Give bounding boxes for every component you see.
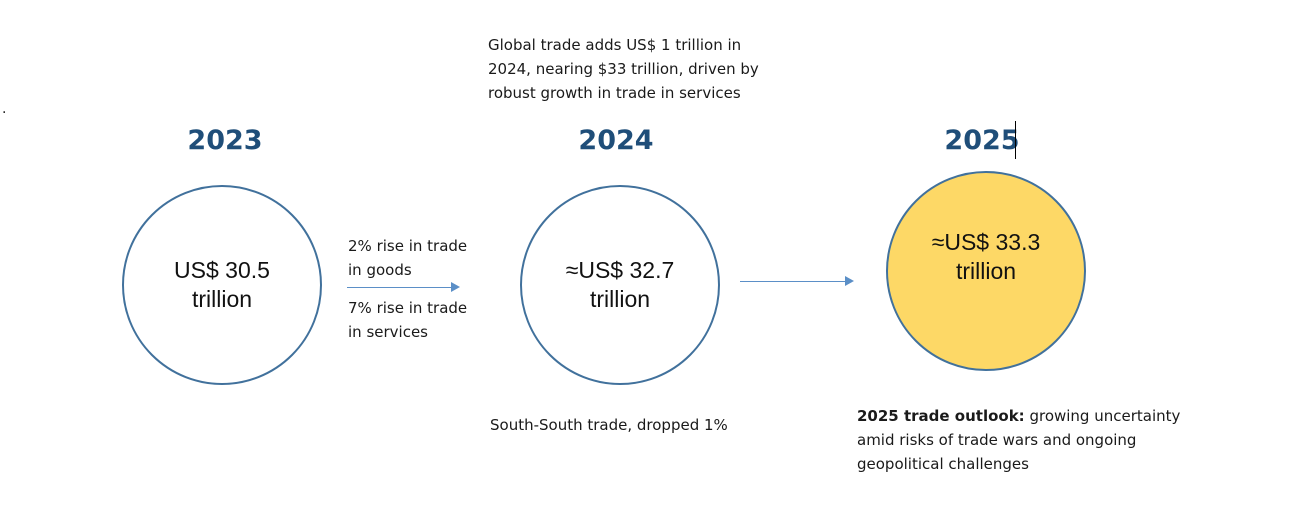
text-cursor bbox=[1015, 121, 1016, 159]
circle-2025: ≈US$ 33.3 trillion bbox=[886, 171, 1086, 371]
value-2025: ≈US$ 33.3 trillion bbox=[931, 229, 1041, 284]
year-2023-label: 2023 bbox=[187, 125, 263, 156]
value-2024: ≈US$ 32.7 trillion bbox=[565, 257, 675, 312]
outlook-note: 2025 trade outlook: growing uncertainty … bbox=[857, 404, 1187, 476]
stray-dot: . bbox=[2, 101, 7, 117]
circle-2023: US$ 30.5 trillion bbox=[122, 185, 322, 385]
arrow-head-icon bbox=[845, 276, 854, 286]
arrow-head-icon bbox=[451, 282, 460, 292]
year-2025-label: 2025 bbox=[944, 125, 1020, 156]
goods-growth-note: 2% rise in trade in goods bbox=[348, 237, 468, 279]
value-2023: US$ 30.5 trillion bbox=[174, 257, 270, 312]
year-2024-label: 2024 bbox=[578, 125, 654, 156]
south-south-note: South-South trade, dropped 1% bbox=[490, 416, 728, 434]
circle-2024: ≈US$ 32.7 trillion bbox=[520, 185, 720, 385]
headline-note: Global trade adds US$ 1 trillion in 2024… bbox=[488, 36, 759, 102]
services-growth-note: 7% rise in trade in services bbox=[348, 299, 468, 341]
outlook-label: 2025 trade outlook: bbox=[857, 407, 1025, 425]
outlook-text: growing uncertainty amid risks of trade … bbox=[857, 407, 1181, 473]
arrow-2024-to-2025 bbox=[740, 276, 854, 286]
arrow-2023-to-2024 bbox=[347, 282, 460, 292]
